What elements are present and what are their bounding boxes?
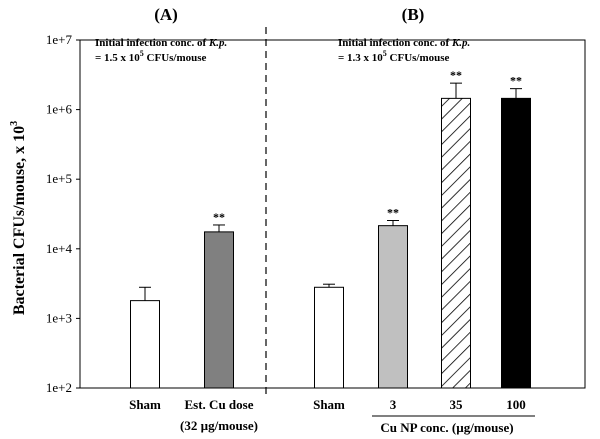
bar-1-1: [378, 225, 408, 389]
bar-1-0: [314, 286, 344, 389]
x-axis-categories: Sham Est. Cu dose (32 µg/mouse) Sham 3 35 100: [129, 397, 526, 433]
y-tick-label: 1e+5: [46, 171, 72, 186]
category-label: Sham: [313, 397, 345, 412]
panel-a-note-line2: = 1.5 x 105 CFUs/mouse: [95, 49, 207, 64]
category-label: Est. Cu dose: [185, 397, 254, 412]
y-tick-label: 1e+3: [46, 310, 72, 325]
category-label: Sham: [129, 397, 161, 412]
panel-b-note-line1: Initial infection conc. of K.p.: [338, 37, 470, 49]
panel-b-label: (B): [402, 5, 425, 24]
y-tick-label: 1e+2: [46, 380, 72, 395]
y-tick-label: 1e+4: [46, 241, 73, 256]
category-label: 3: [390, 397, 397, 412]
significance-marker: **: [450, 68, 462, 82]
bar-series: ** ** ** **: [130, 68, 531, 389]
y-tick-label: 1e+6: [46, 102, 73, 117]
group-label-cu-np-conc: Cu NP conc. (µg/mouse): [380, 420, 513, 435]
category-label: 100: [506, 397, 526, 412]
significance-marker: **: [387, 206, 399, 220]
significance-marker: **: [213, 210, 225, 224]
y-tick-label: 1e+7: [46, 32, 73, 47]
significance-marker: **: [510, 74, 522, 88]
panel-b-note-line2: = 1.3 x 105 CFUs/mouse: [338, 49, 450, 64]
bar-0-0: [130, 300, 160, 389]
category-label: 35: [450, 397, 464, 412]
y-axis-label: Bacterial CFUs/mouse, x 103: [9, 121, 28, 315]
bar-1-2: [441, 97, 471, 389]
category-sublabel: (32 µg/mouse): [180, 418, 258, 433]
y-axis-ticks: 1e+2 1e+3 1e+4 1e+5 1e+6 1e+7: [46, 32, 80, 395]
bar-1-3: [501, 97, 531, 389]
panel-a-note-line1: Initial infection conc. of K.p.: [95, 37, 227, 49]
panel-a-label: (A): [154, 5, 178, 24]
bar-0-1: [204, 231, 234, 389]
